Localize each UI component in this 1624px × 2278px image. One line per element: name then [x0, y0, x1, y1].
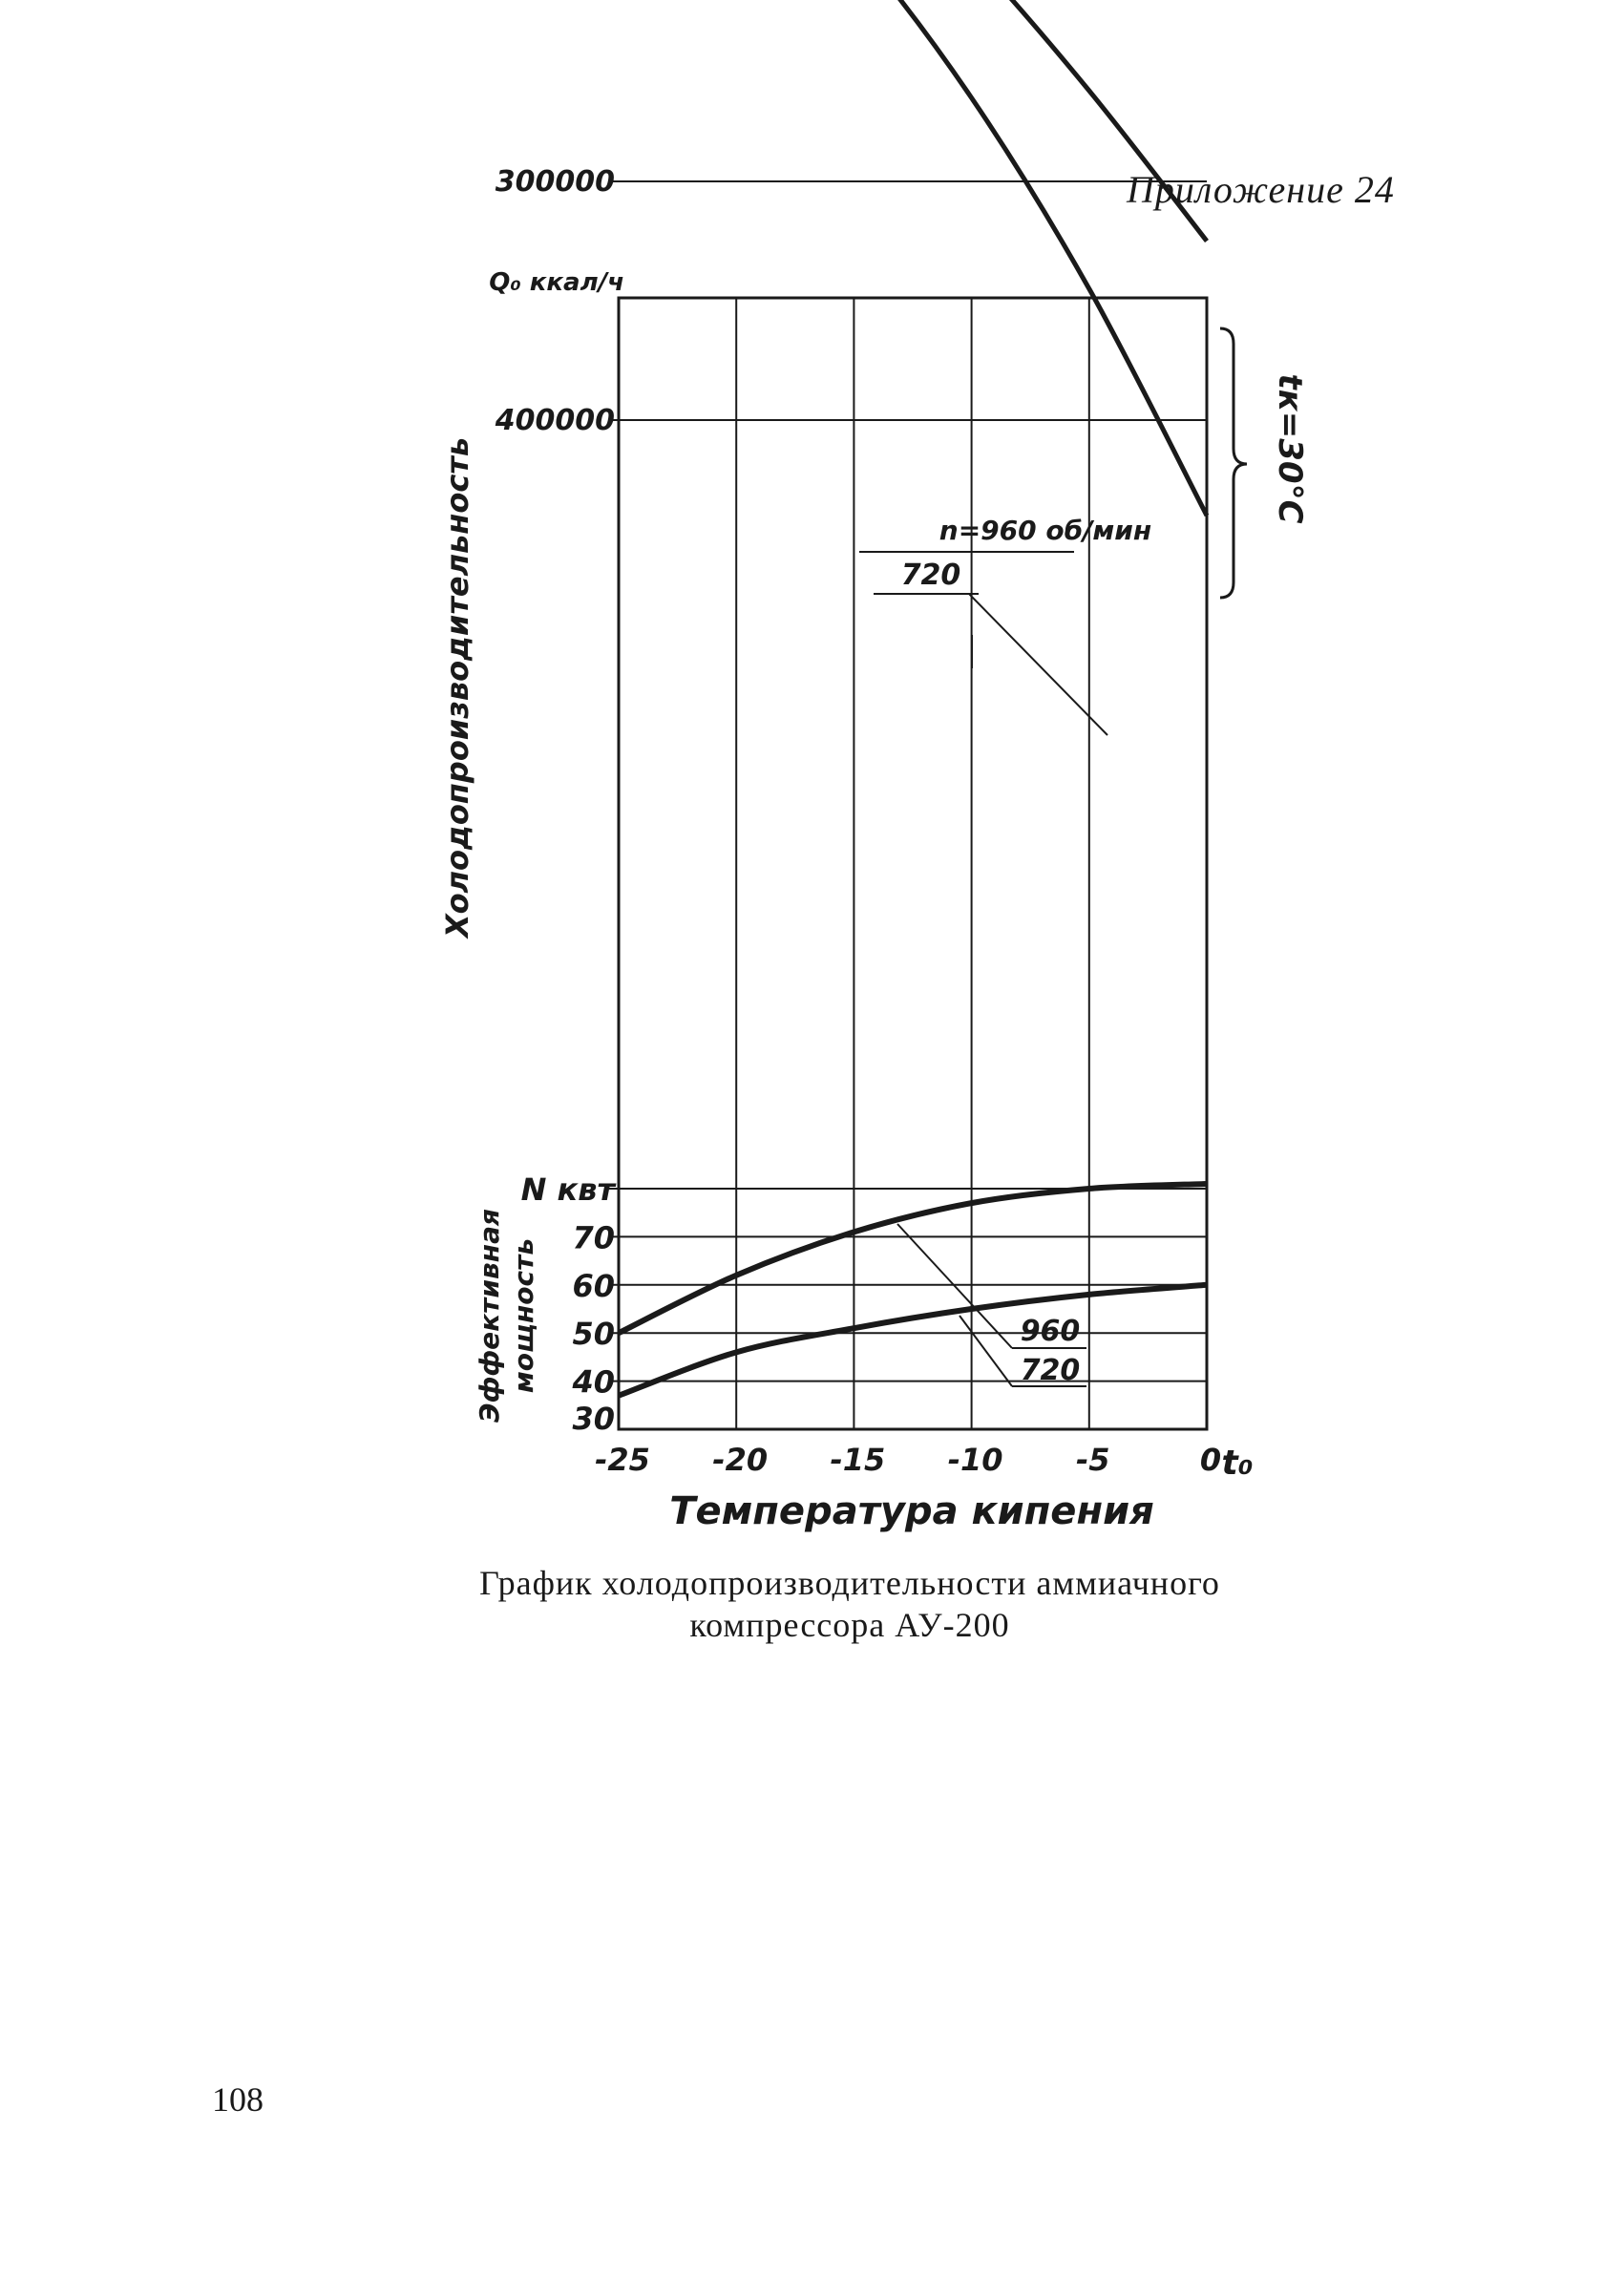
series-label-power-960: 960	[1021, 1315, 1081, 1348]
power-curve-960	[617, 1180, 1208, 1336]
leader-line-power-960	[896, 1223, 1013, 1349]
x-axis-label: Температура кипения	[669, 1489, 1154, 1533]
x-unit: t₀	[1222, 1444, 1254, 1483]
x-tick-label: 0	[1200, 1442, 1221, 1478]
y-tick-label-bottom: 60	[572, 1268, 615, 1304]
y-tick-label-top: 300000	[496, 165, 615, 199]
bracket-tk	[1219, 327, 1248, 600]
chart-text: 100000200000300000400000Q₀ ккал/ч3040506…	[439, 165, 1309, 1533]
capacity-curve-960	[897, 0, 1210, 517]
page-number: 108	[212, 2080, 264, 2119]
y-tick-label-bottom: 70	[572, 1219, 615, 1255]
leader-line-power-720	[959, 1315, 1013, 1387]
y-axis-label-top: Холодопроизводительность	[439, 437, 475, 939]
plot-frame	[617, 296, 1209, 1431]
chart-curves	[617, 0, 1210, 1399]
y-tick-label-bottom: 50	[572, 1316, 615, 1352]
x-tick-label: -5	[1076, 1442, 1110, 1478]
x-tick-label: -25	[595, 1442, 650, 1478]
y-tick-label-bottom: N квт	[521, 1171, 618, 1208]
power-curve-720	[617, 1281, 1208, 1399]
y-tick-label-top: 400000	[495, 404, 615, 437]
capacity-curve-720	[1008, 0, 1209, 243]
y-tick-label-bottom: 40	[571, 1364, 615, 1401]
series-label-720: 720	[901, 559, 961, 592]
tk-annotation: tк=30°C	[1271, 373, 1309, 523]
y-axis-label-bottom-1: Эффективная	[474, 1209, 505, 1423]
x-tick-label: -10	[948, 1442, 1003, 1478]
y-axis-label-bottom-2: мощность	[508, 1238, 539, 1393]
series-label-960: n=960 об/мин	[939, 515, 1151, 546]
y-unit-top: Q₀ ккал/ч	[489, 268, 624, 297]
x-tick-label: -15	[830, 1442, 885, 1478]
y-tick-label-bottom: 30	[572, 1401, 615, 1437]
appendix-label: Приложение 24	[1127, 168, 1395, 211]
leader-line-720	[968, 593, 1108, 736]
figure-caption: График холодопроизводительности аммиачно…	[479, 1564, 1220, 1644]
x-tick-label: -20	[712, 1442, 768, 1478]
series-label-power-720: 720	[1021, 1354, 1081, 1387]
